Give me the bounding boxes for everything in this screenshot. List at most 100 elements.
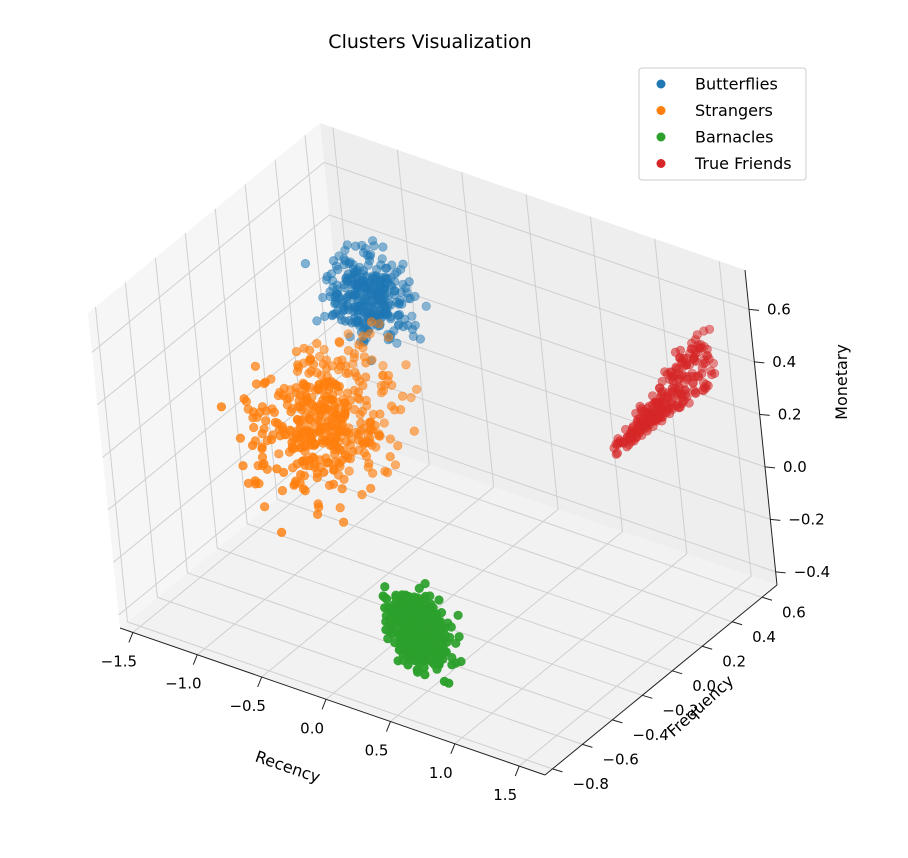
- scatter-point: [285, 385, 295, 395]
- scatter-point: [254, 478, 264, 489]
- scatter-point: [349, 404, 359, 415]
- z-tick-mark: [754, 361, 765, 364]
- z-tick-mark: [759, 413, 770, 416]
- scatter-point: [399, 601, 409, 612]
- scatter-point: [318, 438, 328, 448]
- legend-marker: [656, 79, 666, 89]
- scatter-point: [312, 338, 322, 349]
- scatter-point: [434, 595, 444, 605]
- scatter-point: [322, 275, 332, 285]
- scatter-point: [380, 582, 390, 592]
- scatter-point: [366, 250, 376, 260]
- floor-pane: [120, 438, 777, 775]
- scatter-point: [378, 370, 388, 380]
- z-tick-label: 0.0: [783, 458, 807, 476]
- scatter-point: [660, 392, 670, 402]
- scatter-point: [363, 430, 373, 440]
- scatter-point: [360, 282, 370, 292]
- y-tick-mark: [702, 645, 713, 650]
- scatter-point: [315, 427, 325, 437]
- scatter-point: [344, 466, 354, 476]
- y-tick-label: −0.8: [573, 775, 609, 793]
- scatter-point: [349, 302, 359, 312]
- scatter-point: [390, 286, 400, 296]
- scatter-point: [409, 615, 420, 625]
- grid-line-y: [184, 233, 643, 696]
- scatter-point: [409, 426, 419, 436]
- tick-labels: −1.5 −1.0 −0.5 0.0 0.5 1.0 1.5 −0.8 −0.6 −0.4 −0.2…: [101, 300, 830, 804]
- scatter-point: [343, 329, 353, 339]
- scatter-point: [266, 435, 277, 445]
- scatter-point: [319, 344, 329, 355]
- legend-label: True Friends: [694, 154, 792, 173]
- scatter-point: [353, 288, 363, 298]
- legend-label: Barnacles: [695, 128, 773, 147]
- x-tick-mark: [514, 765, 520, 777]
- scatter-point: [687, 338, 697, 348]
- scatter-point: [401, 360, 411, 370]
- axes-panes: [88, 123, 777, 775]
- y-tick-label: 0.2: [722, 652, 746, 670]
- scatter-point: [415, 597, 425, 608]
- scatter-point: [426, 644, 436, 654]
- scatter-point: [402, 288, 412, 298]
- scatter-point: [293, 415, 303, 425]
- scatter-point: [357, 490, 367, 500]
- scatter-point: [361, 358, 371, 368]
- scatter-point: [366, 317, 377, 327]
- scatter-point: [340, 408, 350, 419]
- scatter-point: [257, 442, 267, 452]
- scatter-point: [277, 486, 288, 496]
- scatter-point: [690, 388, 700, 398]
- scatter-point: [257, 429, 267, 439]
- scatter-point: [425, 591, 435, 601]
- x-axis-line: [119, 627, 546, 776]
- scatter-point: [216, 402, 226, 412]
- scatter-point: [380, 380, 390, 390]
- scatter-point: [243, 478, 254, 488]
- scatter-point: [413, 667, 423, 677]
- scatter-point: [363, 462, 373, 472]
- scatter-point: [352, 272, 362, 283]
- scatter-point: [310, 459, 320, 469]
- scatter-point: [679, 361, 689, 371]
- scatter-point: [446, 622, 456, 632]
- scatter-point: [392, 614, 402, 624]
- scatter-point: [404, 277, 414, 287]
- scatter-point: [269, 407, 280, 418]
- x-tick-label: 1.0: [429, 764, 453, 782]
- x-tick-mark: [321, 699, 327, 710]
- scatter-point: [291, 347, 302, 357]
- scatter-point: [385, 452, 395, 462]
- y-axis-line: [544, 584, 778, 776]
- x-tick-mark: [257, 676, 263, 688]
- scatter-point: [625, 434, 635, 444]
- scatter-point: [393, 441, 403, 451]
- scatter-point: [453, 610, 463, 620]
- z-axis-label: Monetary: [832, 344, 851, 420]
- legend-label: Butterflies: [695, 75, 778, 94]
- scatter-point: [375, 409, 385, 419]
- scatter-point: [419, 638, 429, 648]
- scatter-point: [351, 241, 361, 251]
- scatter-point: [669, 381, 679, 392]
- scatter-point: [420, 578, 430, 589]
- scatter-point: [312, 468, 323, 478]
- y-tick-label: 0.6: [782, 603, 806, 621]
- scatter-point: [339, 474, 349, 484]
- z-axis-line: [744, 269, 778, 586]
- scatter-point: [356, 418, 366, 428]
- scatter-point: [392, 267, 402, 277]
- scatter-point: [451, 658, 461, 668]
- scatter-point: [633, 419, 643, 429]
- scatter-point: [341, 361, 351, 371]
- x-tick-mark: [192, 654, 198, 665]
- scatter-point: [436, 650, 446, 660]
- scatter-point: [354, 445, 364, 455]
- scatter-point: [706, 366, 716, 376]
- scatter-point: [357, 406, 368, 416]
- x-axis-label: Recency: [253, 747, 323, 787]
- scatter-point: [395, 295, 405, 306]
- scatter-point: [314, 385, 324, 395]
- scatter-point: [395, 632, 405, 642]
